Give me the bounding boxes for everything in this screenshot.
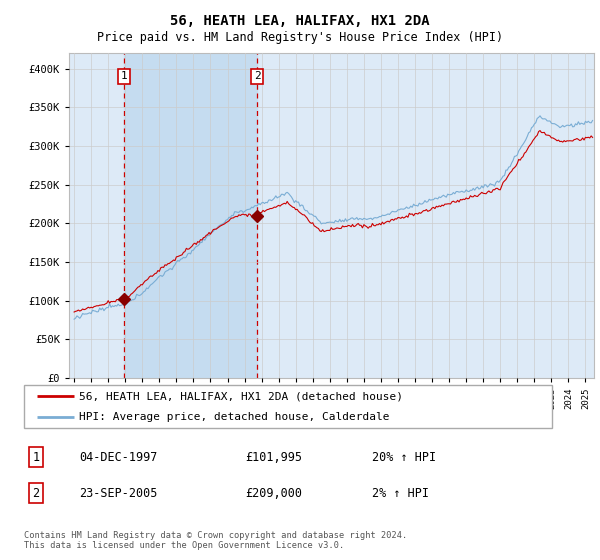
Text: Contains HM Land Registry data © Crown copyright and database right 2024.
This d: Contains HM Land Registry data © Crown c… — [24, 531, 407, 550]
Bar — [124, 53, 257, 378]
Text: 56, HEATH LEA, HALIFAX, HX1 2DA (detached house): 56, HEATH LEA, HALIFAX, HX1 2DA (detache… — [79, 391, 403, 401]
Text: £209,000: £209,000 — [245, 487, 302, 500]
Text: 23-SEP-2005: 23-SEP-2005 — [79, 487, 158, 500]
Text: 56, HEATH LEA, HALIFAX, HX1 2DA: 56, HEATH LEA, HALIFAX, HX1 2DA — [170, 14, 430, 28]
Text: 2: 2 — [254, 71, 260, 81]
Text: 2: 2 — [32, 487, 40, 500]
Text: £101,995: £101,995 — [245, 451, 302, 464]
Text: HPI: Average price, detached house, Calderdale: HPI: Average price, detached house, Cald… — [79, 412, 390, 422]
Text: 20% ↑ HPI: 20% ↑ HPI — [372, 451, 436, 464]
Text: 04-DEC-1997: 04-DEC-1997 — [79, 451, 158, 464]
Text: 2% ↑ HPI: 2% ↑ HPI — [372, 487, 429, 500]
Text: 1: 1 — [121, 71, 127, 81]
Text: 1: 1 — [32, 451, 40, 464]
Text: Price paid vs. HM Land Registry's House Price Index (HPI): Price paid vs. HM Land Registry's House … — [97, 31, 503, 44]
FancyBboxPatch shape — [24, 385, 552, 428]
